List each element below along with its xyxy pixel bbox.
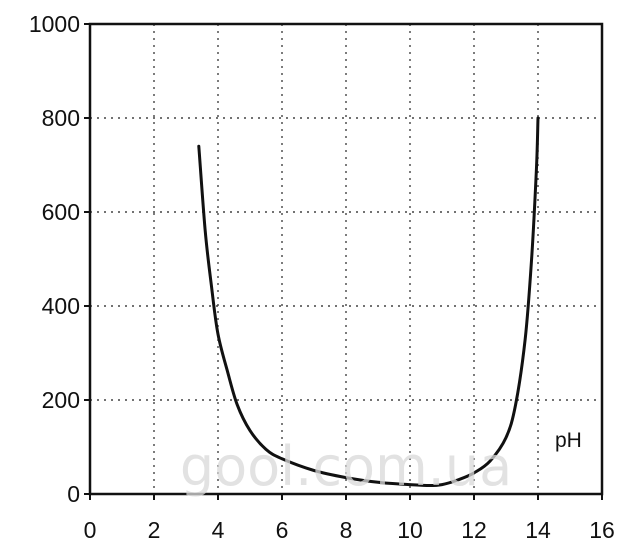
x-axis-tick-labels: 0 2 4 6 8 10 12 14 16 xyxy=(84,494,615,543)
grid xyxy=(90,24,602,494)
x-tick-label: 12 xyxy=(461,517,487,543)
series-line xyxy=(197,116,540,487)
x-tick-label: 14 xyxy=(525,517,551,543)
x-tick-label: 10 xyxy=(397,517,423,543)
ph-annotation: pH xyxy=(555,429,582,452)
y-tick-label: 800 xyxy=(42,105,80,131)
y-tick-label: 1000 xyxy=(29,11,80,37)
x-tick-label: 0 xyxy=(84,517,97,543)
x-tick-label: 6 xyxy=(276,517,289,543)
y-tick-label: 0 xyxy=(67,481,80,507)
x-tick-label: 2 xyxy=(148,517,161,543)
y-tick-label: 200 xyxy=(42,387,80,413)
x-tick-label: 4 xyxy=(212,517,225,543)
plot-frame xyxy=(88,22,604,496)
x-tick-label: 16 xyxy=(589,517,615,543)
y-tick-label: 600 xyxy=(42,199,80,225)
y-axis-tick-labels: 0 200 400 600 800 1000 xyxy=(29,11,90,507)
x-tick-label: 8 xyxy=(340,517,353,543)
watermark-text: gool.com.ua xyxy=(180,435,512,498)
y-tick-label: 400 xyxy=(42,293,80,319)
